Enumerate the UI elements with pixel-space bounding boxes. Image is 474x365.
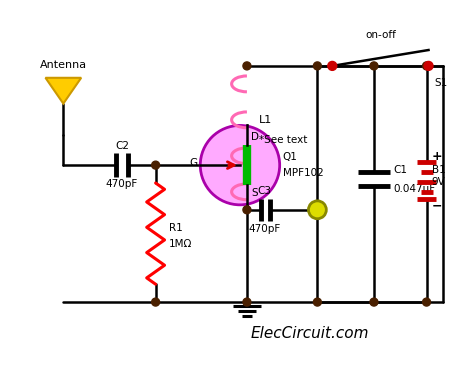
Text: B1: B1 (431, 165, 445, 175)
Text: D: D (251, 132, 259, 142)
Circle shape (423, 62, 430, 70)
Text: *See text: *See text (259, 135, 307, 145)
Circle shape (423, 298, 430, 306)
Text: MPF102: MPF102 (283, 168, 323, 178)
Circle shape (152, 298, 160, 306)
Text: ElecCircuit.com: ElecCircuit.com (250, 326, 369, 341)
Text: L1: L1 (259, 115, 272, 125)
Circle shape (152, 161, 160, 169)
Circle shape (243, 298, 251, 306)
Circle shape (424, 61, 433, 70)
Text: 9V: 9V (431, 177, 445, 187)
Text: S1: S1 (435, 78, 448, 88)
Circle shape (370, 62, 378, 70)
Text: 0.047μF: 0.047μF (394, 184, 436, 194)
Text: G: G (189, 158, 197, 168)
Text: −: − (431, 199, 442, 212)
Text: R1: R1 (169, 223, 182, 233)
Text: Antenna: Antenna (40, 60, 87, 70)
Text: 470pF: 470pF (106, 179, 138, 189)
Circle shape (328, 61, 337, 70)
Text: on-off: on-off (365, 30, 396, 40)
Polygon shape (46, 78, 81, 104)
Text: 1MΩ: 1MΩ (169, 239, 192, 249)
Circle shape (309, 201, 326, 219)
Circle shape (370, 298, 378, 306)
Circle shape (201, 126, 280, 205)
Text: C3: C3 (258, 186, 272, 196)
Circle shape (243, 62, 251, 70)
Circle shape (313, 298, 321, 306)
Circle shape (243, 206, 251, 214)
Text: C1: C1 (394, 165, 408, 175)
Text: C2: C2 (115, 141, 129, 151)
Text: S: S (251, 188, 257, 198)
Circle shape (313, 62, 321, 70)
Text: 470pF: 470pF (249, 224, 281, 234)
Text: Q1: Q1 (283, 152, 298, 162)
Text: +: + (431, 150, 442, 163)
